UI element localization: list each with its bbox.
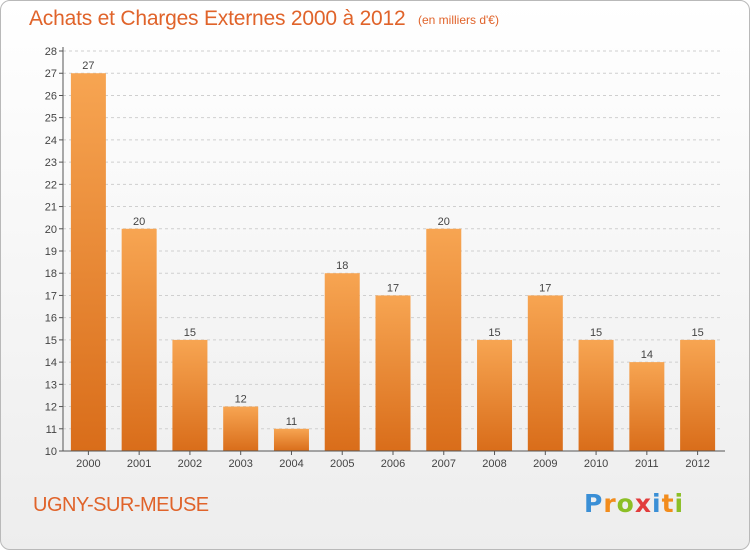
x-tick-label: 2009: [533, 458, 557, 470]
y-tick-label: 17: [45, 290, 57, 302]
data-label: 20: [133, 216, 145, 228]
y-tick-label: 11: [46, 424, 57, 436]
data-label: 15: [184, 327, 196, 339]
proxiti-logo: Proxiti: [584, 489, 685, 518]
x-tick-label: 2006: [381, 458, 405, 470]
y-tick-label: 19: [45, 246, 57, 258]
y-tick-label: 14: [45, 357, 57, 369]
data-label: 18: [336, 260, 348, 272]
chart-unit: (en milliers d'€): [418, 13, 499, 27]
y-tick-label: 25: [45, 113, 57, 125]
bar-2003: [223, 406, 259, 451]
labels: 10 11 12 13 14 15 16 17 18 19 20 21 22 23 24 25 26 27 28 27…: [45, 46, 710, 470]
y-tick-label: 12: [45, 402, 57, 414]
y-tick-label: 13: [45, 379, 57, 391]
bars: [70, 73, 716, 451]
data-label: 15: [691, 327, 703, 339]
commune-name: UGNY-SUR-MEUSE: [33, 494, 209, 516]
data-label: 15: [488, 327, 500, 339]
x-tick-label: 2002: [178, 458, 202, 470]
bar-2010: [578, 339, 614, 451]
x-tick-label: 2007: [432, 458, 456, 470]
data-label: 27: [82, 60, 94, 72]
x-tick-label: 2003: [228, 458, 252, 470]
bar-2002: [172, 339, 208, 451]
y-tick-label: 27: [45, 68, 57, 80]
chart-title: Achats et Charges Externes 2000 à 2012: [29, 7, 406, 30]
x-tick-label: 2010: [584, 458, 608, 470]
x-tick-label: 2008: [482, 458, 506, 470]
x-tick-label: 2005: [330, 458, 354, 470]
data-label: 17: [539, 282, 551, 294]
bar-2009: [527, 295, 563, 451]
data-label: 11: [286, 416, 297, 428]
x-tick-label: 2004: [279, 458, 303, 470]
y-tick-label: 28: [45, 46, 57, 58]
y-tick-label: 15: [45, 335, 57, 347]
x-tick-label: 2011: [635, 458, 659, 470]
y-tick-label: 16: [45, 313, 57, 325]
x-tick-label: 2012: [685, 458, 709, 470]
axes: [59, 47, 725, 455]
bar-2011: [629, 362, 665, 451]
bar-2004: [273, 428, 309, 451]
y-tick-label: 26: [45, 90, 57, 102]
data-label: 15: [590, 327, 602, 339]
y-tick-label: 18: [45, 268, 57, 280]
y-tick-label: 10: [45, 446, 57, 458]
bar-2000: [70, 73, 106, 451]
data-label: 12: [235, 394, 247, 406]
bar-2001: [121, 228, 157, 451]
bar-2007: [426, 228, 462, 451]
x-tick-label: 2001: [127, 458, 151, 470]
data-label: 17: [387, 282, 399, 294]
y-tick-label: 22: [45, 179, 57, 191]
bar-2012: [680, 339, 716, 451]
data-label: 14: [641, 349, 653, 361]
data-label: 20: [438, 216, 450, 228]
bar-2008: [477, 339, 513, 451]
y-tick-label: 21: [45, 202, 57, 214]
y-tick-label: 23: [45, 157, 57, 169]
bar-2005: [324, 273, 360, 451]
bar-2006: [375, 295, 411, 451]
y-tick-label: 24: [45, 135, 57, 147]
x-tick-label: 2000: [76, 458, 100, 470]
y-tick-label: 20: [45, 224, 57, 236]
